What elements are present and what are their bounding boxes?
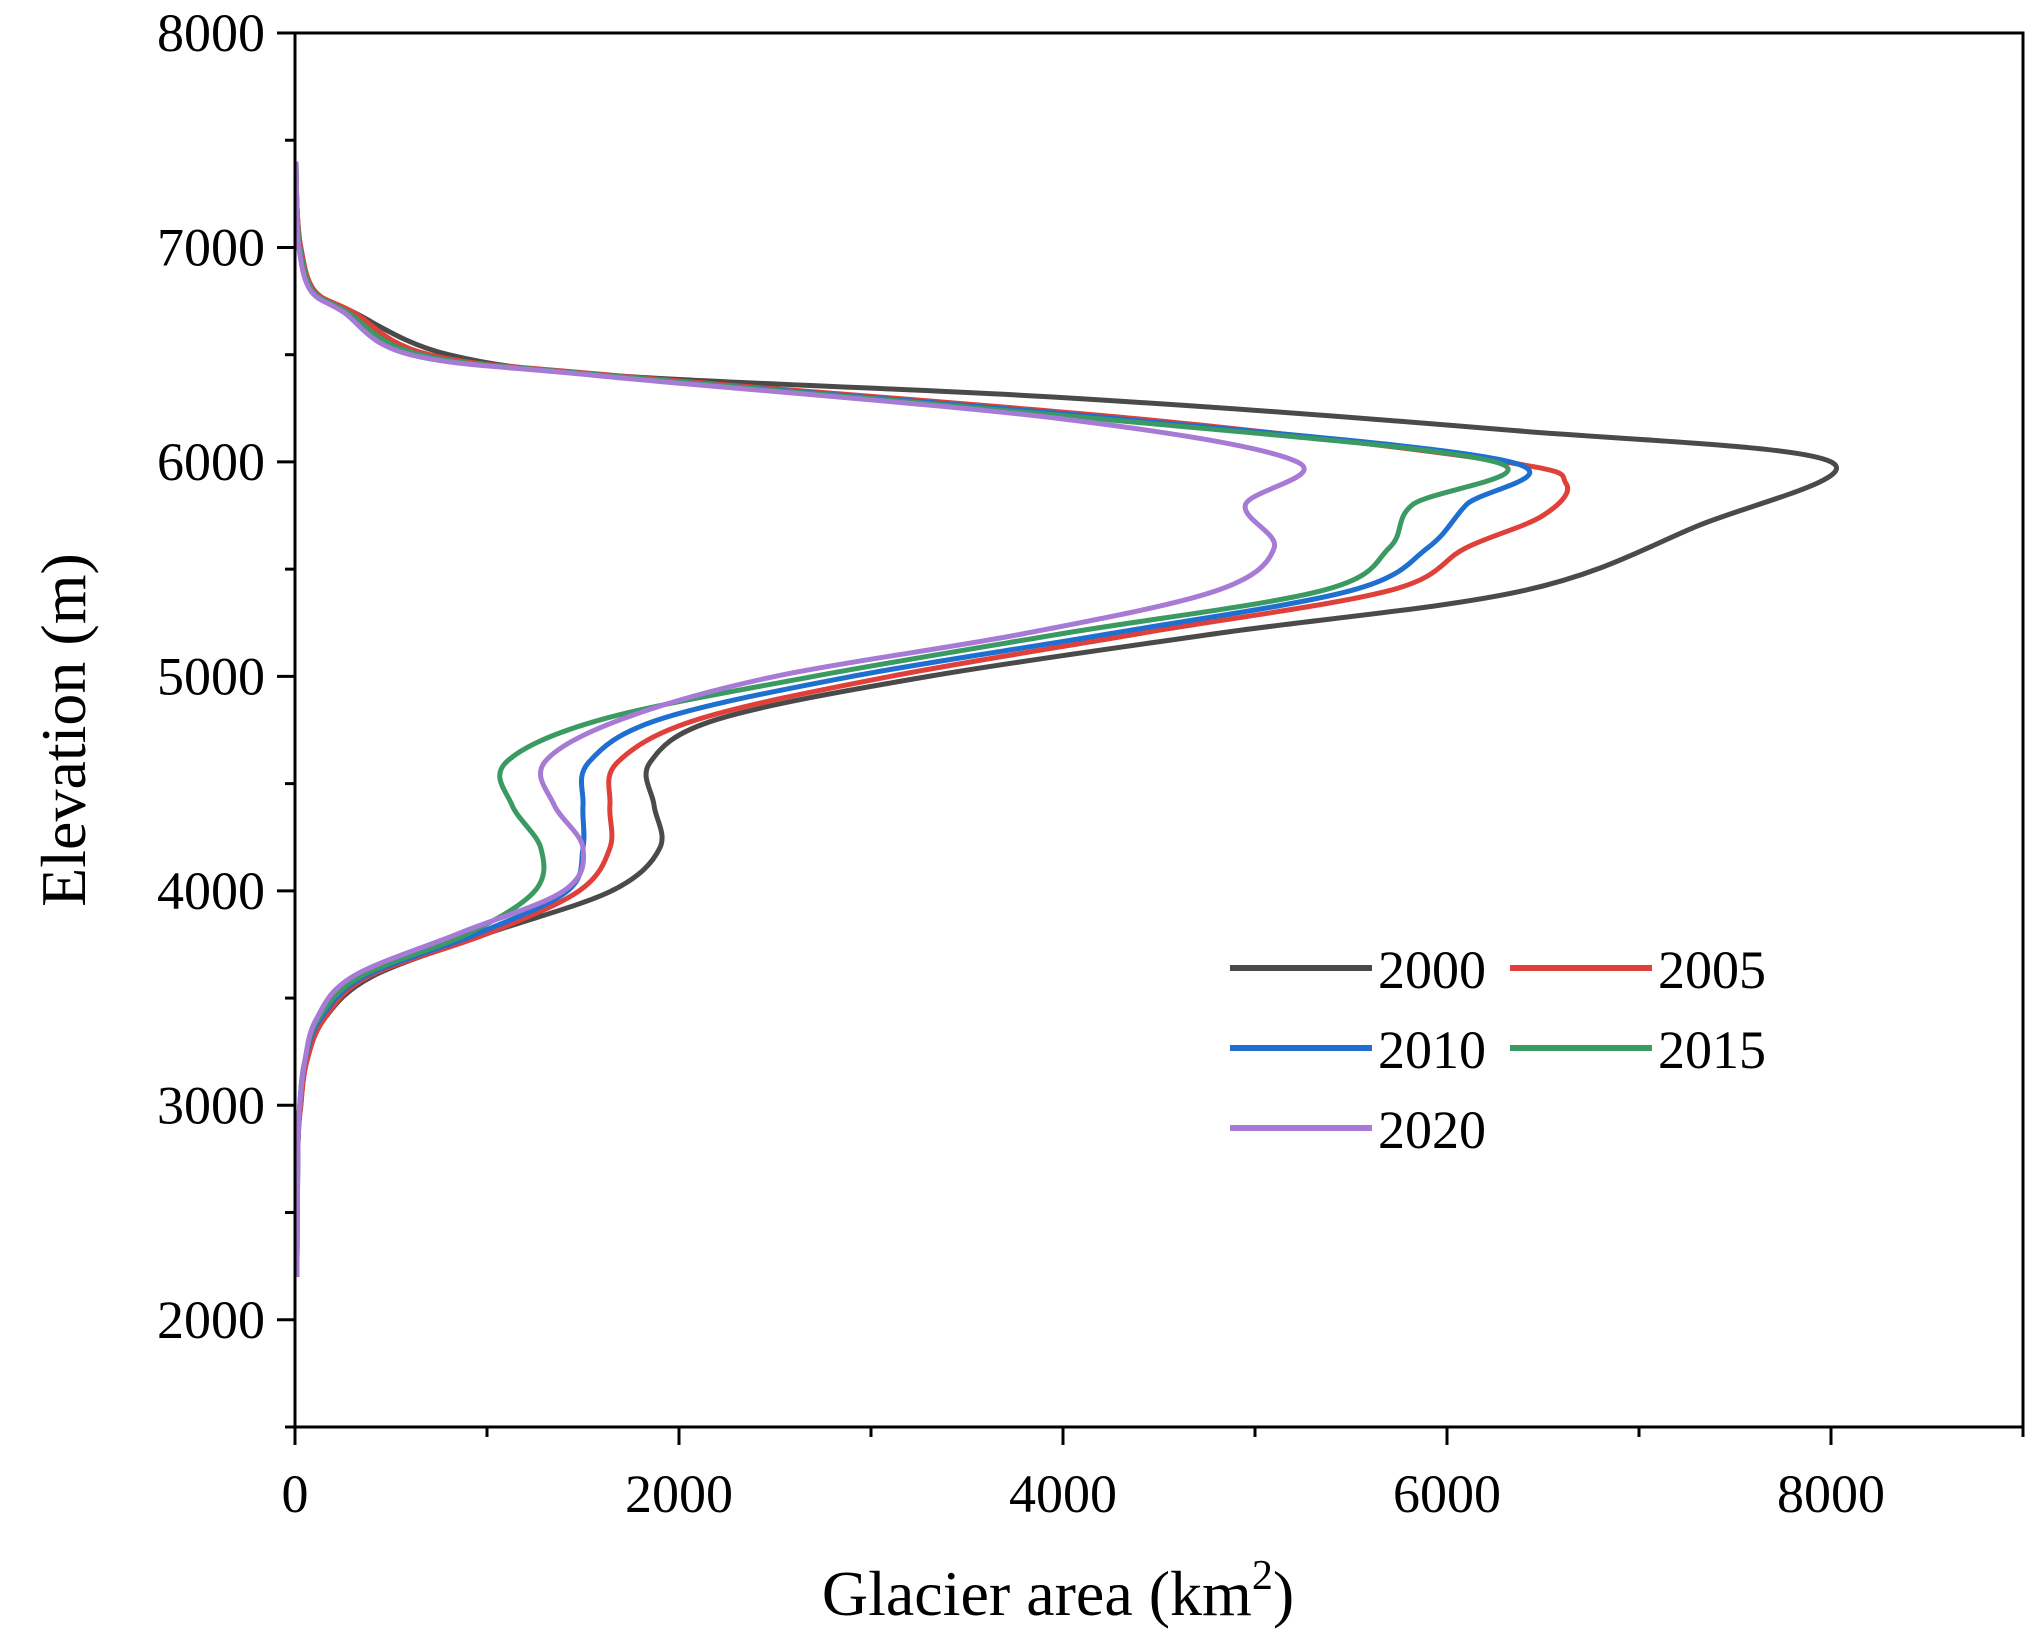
legend-label-2015: 2015	[1658, 1020, 1766, 1080]
y-tick-label: 7000	[157, 217, 265, 277]
series-line-2020	[293, 161, 1307, 1277]
y-tick-label: 3000	[157, 1075, 265, 1135]
x-tick-label: 6000	[1393, 1464, 1501, 1524]
plot-lines	[293, 161, 1839, 1277]
y-axis: 2000 3000 4000 5000 6000 7000 8000	[157, 3, 295, 1429]
x-tick-label: 2000	[625, 1464, 733, 1524]
legend-label-2000: 2000	[1378, 940, 1486, 1000]
plot-frame	[293, 31, 2025, 1429]
legend-label-2020: 2020	[1378, 1100, 1486, 1160]
series-line-2010	[293, 161, 1533, 1277]
legend-label-2005: 2005	[1658, 940, 1766, 1000]
x-axis: 0 2000 4000 6000 8000	[282, 1427, 2025, 1524]
y-tick-label: 2000	[157, 1290, 265, 1350]
y-tick-label: 8000	[157, 3, 265, 63]
series-line-2015	[293, 161, 1511, 1277]
legend-label-2010: 2010	[1378, 1020, 1486, 1080]
x-tick-label: 0	[282, 1464, 309, 1524]
series-line-2000	[293, 161, 1839, 1277]
y-axis-title: Elevation (m)	[28, 553, 99, 907]
y-tick-label: 5000	[157, 646, 265, 706]
x-tick-label: 4000	[1009, 1464, 1117, 1524]
x-axis-title-end: )	[1273, 1558, 1294, 1629]
x-axis-title-superscript: 2	[1252, 1553, 1273, 1599]
x-axis-title-main: Glacier area (km	[822, 1558, 1252, 1629]
x-axis-title: Glacier area (km2)	[822, 1553, 1294, 1629]
y-tick-label: 4000	[157, 861, 265, 921]
legend: 2000 2005 2010 2015 2020	[1230, 940, 1766, 1160]
series-line-2005	[293, 161, 1571, 1277]
y-tick-label: 6000	[157, 432, 265, 492]
x-tick-label: 8000	[1777, 1464, 1885, 1524]
